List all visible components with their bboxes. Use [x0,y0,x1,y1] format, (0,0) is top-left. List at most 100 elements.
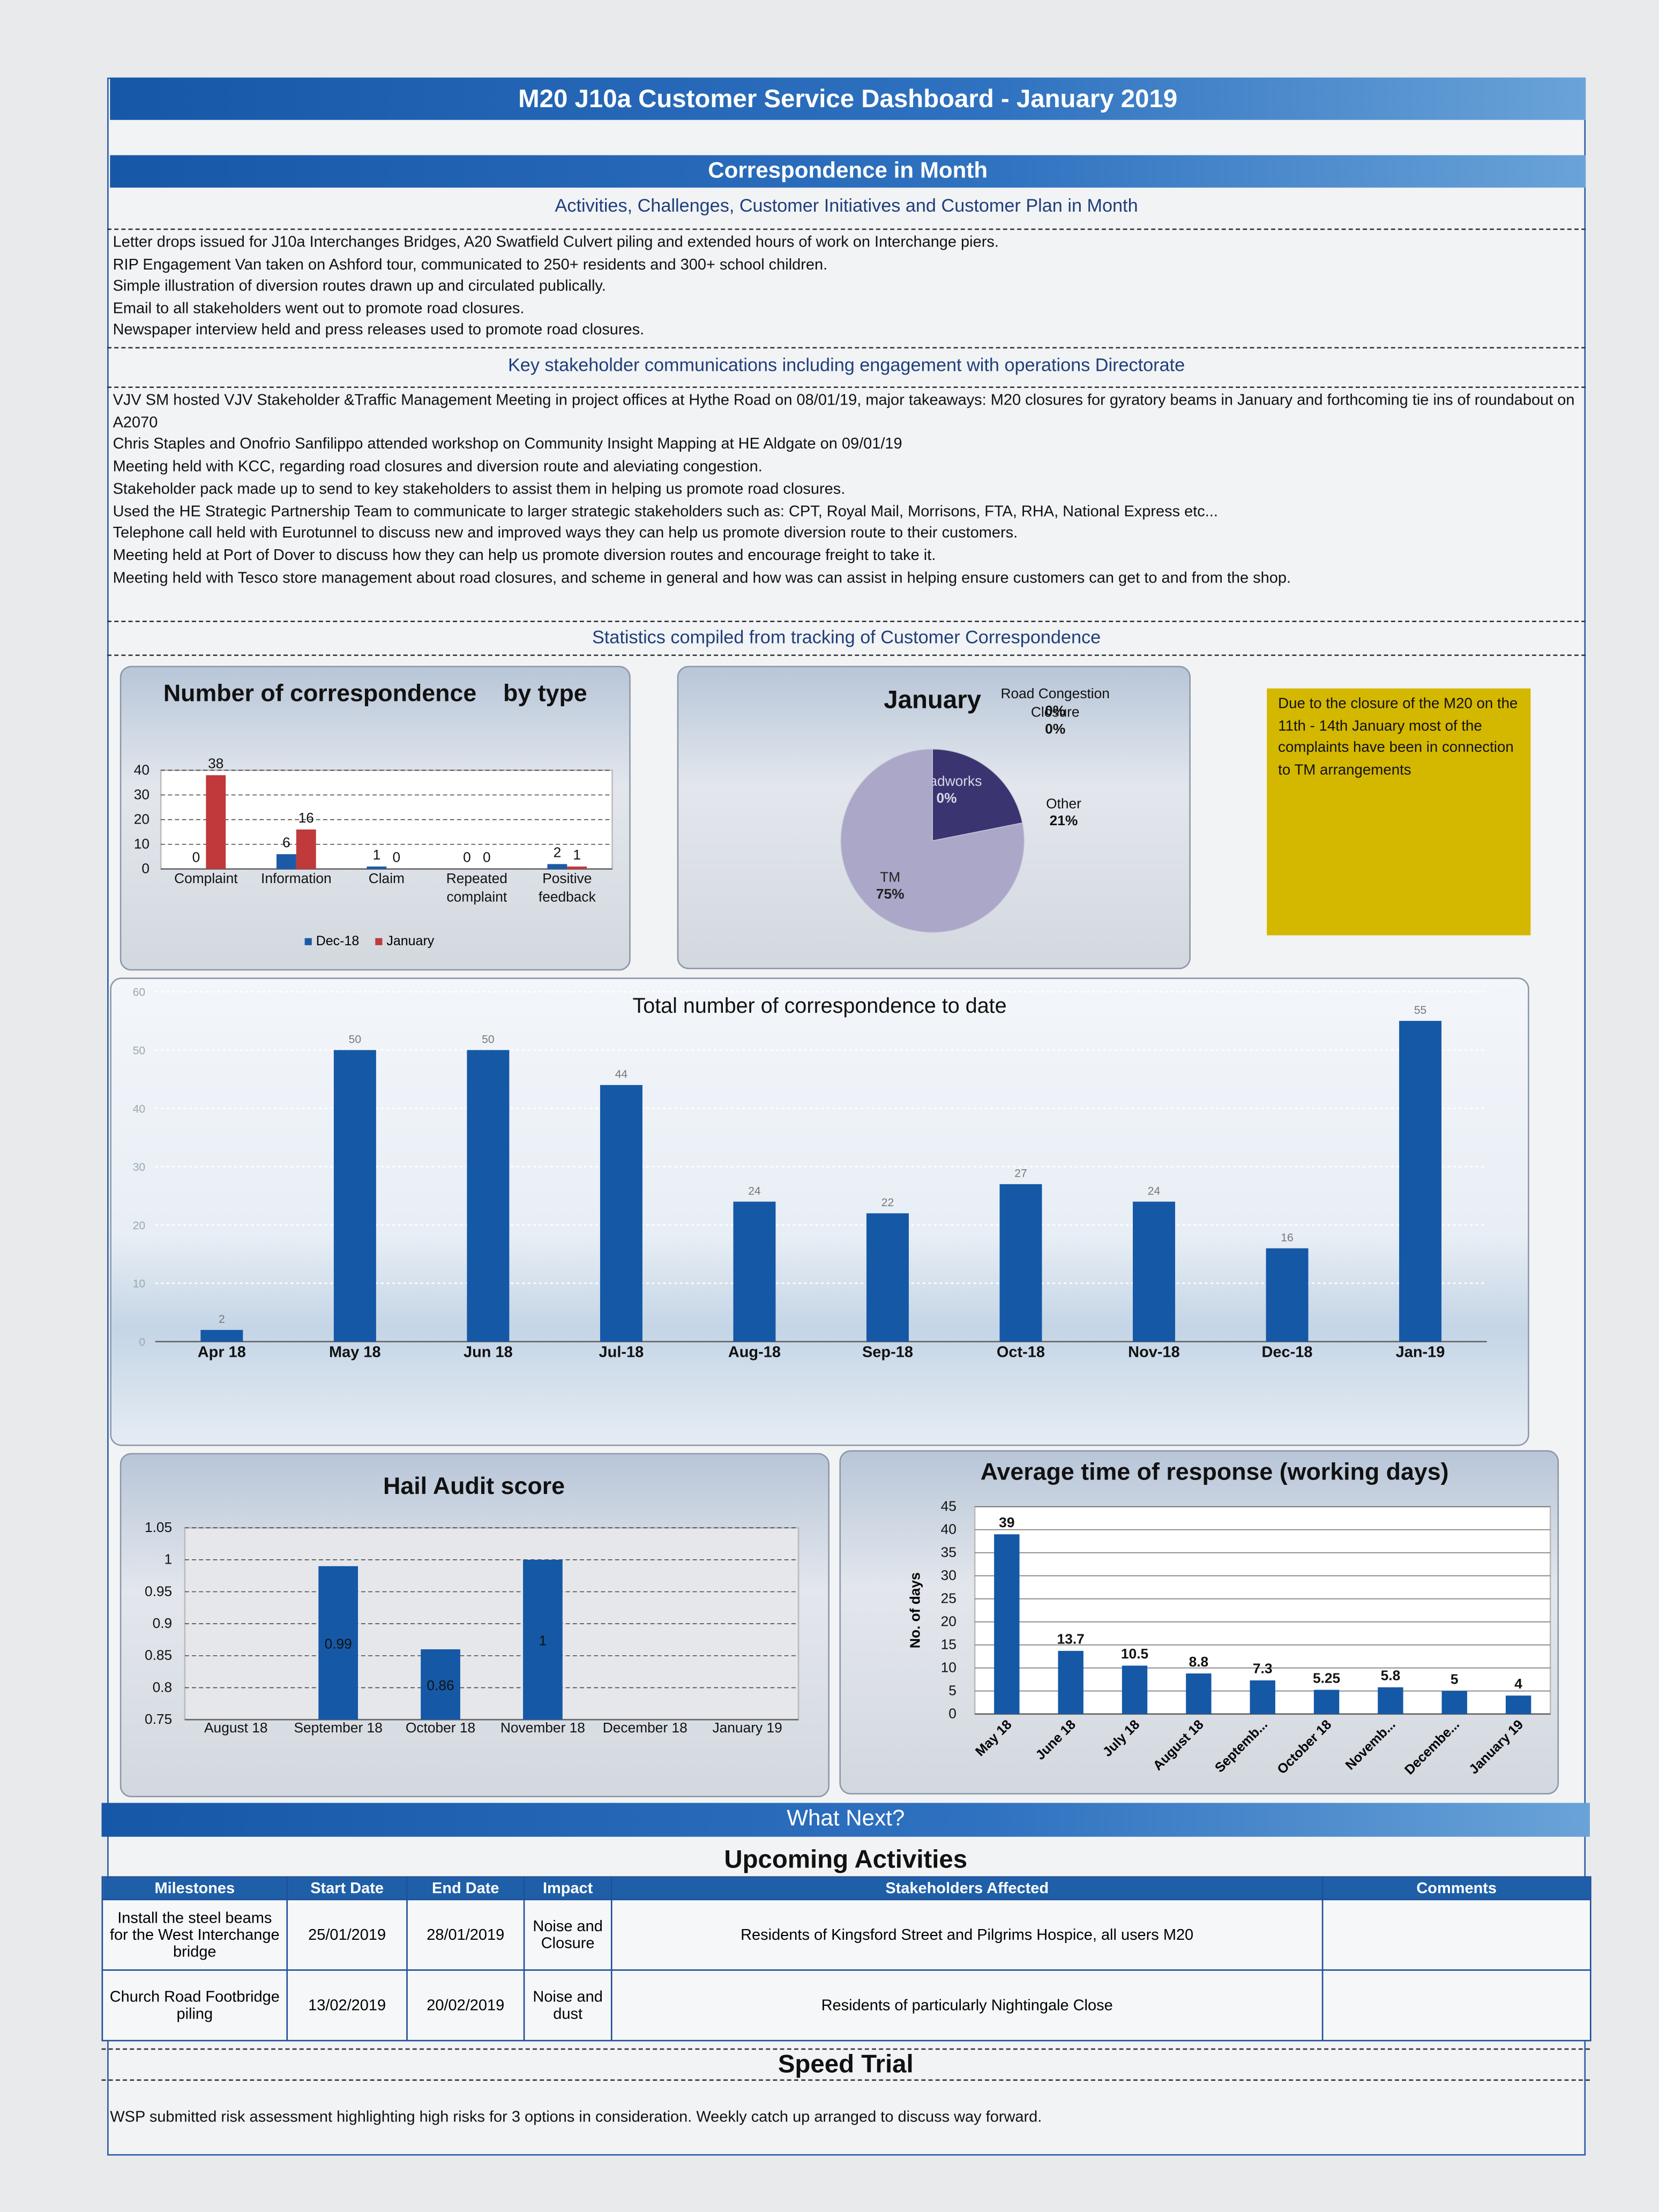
y-tick-label: 15 [941,1636,956,1653]
x-tick-label: Jan-19 [1395,1344,1445,1362]
data-label: 0 [392,849,400,865]
list-item: VJV SM hosted VJV Stakeholder &Traffic M… [113,392,1575,431]
x-tick-label: Claim [368,871,405,887]
x-tick-label: Claim [368,871,405,887]
y-tick-label: 0 [141,861,150,877]
pie-value: 0% [1045,704,1066,720]
column-header: Start Date [286,1876,408,1901]
y-tick-label: 10 [134,836,150,852]
y-tick-label: 35 [941,1544,956,1560]
pie-value: 21% [1049,814,1078,829]
x-tick-label: Jun 18 [463,1344,513,1362]
data-label: 1 [573,847,581,863]
bar [547,864,567,869]
dashboard-title: M20 J10a Customer Service Dashboard - Ja… [110,77,1586,120]
bar [1186,1673,1212,1714]
column-header: Milestones [101,1876,288,1901]
list-item: Meeting held with Tesco store management… [113,569,1291,587]
bar [1505,1695,1531,1714]
chart-panel: Number of correspondence by type 0 10 20 30 4… [119,666,631,971]
x-tick-label: Complaint [174,871,238,887]
empty-cell [1321,1969,1591,2042]
section-heading: Speed Trial [778,2050,914,2078]
data-label: 5.25 [1313,1670,1340,1686]
list-item: Meeting held with KCC, regarding road cl… [113,458,763,476]
column-header: Stakeholders Affected [610,1876,1324,1901]
y-tick-label: 45 [941,1498,956,1514]
divider [107,386,1586,388]
chart-title: Number of correspondence by type [163,679,587,707]
table-cell: Noise and dust [523,1969,612,2042]
pie-value: 0% [1045,722,1066,738]
bar [276,854,296,869]
x-tick-label: Positive feedback [538,871,596,906]
data-label: 5 [1451,1671,1459,1687]
y-tick-label: 1.05 [145,1519,172,1535]
bar [999,1184,1042,1342]
x-tick-label: Apr 18 [197,1344,246,1362]
data-label: 0 [463,849,471,865]
bar [866,1213,909,1342]
y-tick-label: 10 [941,1660,956,1676]
chart: January Road Congestion0%Closure0%Other21… [840,685,1119,933]
chart-title: Number of correspondence by type [163,679,587,707]
chart-panel: January Road Congestion 0% Closure 0% Other 21… [677,666,1191,969]
y-tick-label: 60 [133,987,145,999]
bar [994,1534,1020,1714]
x-tick-label: Apr 18 [197,1344,246,1362]
data-label: 22 [881,1197,894,1209]
table-cell: Residents of particularly Nightingale Cl… [610,1969,1324,2042]
x-tick-label: Jan-19 [1395,1344,1445,1362]
y-tick-label: 30 [133,1161,145,1174]
y-tick-label: 0.95 [145,1583,172,1599]
y-tick-label: 50 [133,1044,145,1057]
x-tick-label: Information [260,871,332,887]
list-item: Email to all stakeholders went out to pr… [113,300,525,317]
bar [567,866,587,869]
x-tick-label: September 18 [294,1721,382,1737]
x-tick-label: Dec-18 [1261,1344,1313,1362]
x-tick-label: December 18 [603,1721,687,1737]
bar [733,1201,776,1342]
chart: Average time of response (working days) 0… [907,1459,1551,1777]
bar [1399,1021,1442,1342]
x-tick-label: August 18 [1150,1717,1206,1773]
column-header: End Date [406,1876,525,1901]
list-item: RIP Engagement Van taken on Ashford tour… [113,256,828,273]
y-tick-label: 30 [134,786,150,802]
table-header: Milestones Start Date End Date Impact Stakeh… [101,1876,1591,1901]
section-heading: Key stakeholder communications including… [507,354,1185,376]
chart-panel: Total number of correspondence to date 0 1… [110,977,1529,1446]
x-tick-label: Jun 18 [463,1344,513,1362]
bar [318,1566,358,1720]
x-tick-label: July 18 [1100,1717,1143,1760]
y-tick-label: 40 [941,1521,956,1537]
pie-category: TM [880,870,901,886]
divider [107,621,1586,622]
data-label: 39 [999,1514,1014,1530]
x-tick-label: June 18 [1033,1717,1079,1763]
x-tick-label: Complaint [174,871,238,887]
data-label: 13.7 [1057,1631,1085,1647]
x-tick-label: Jul-18 [599,1344,644,1362]
list-item: Stakeholder pack made up to send to key … [113,481,846,498]
pie-value: 75% [876,887,905,903]
table-body: Install the steel beams for the West Int… [101,1899,1591,2042]
divider [107,347,1586,349]
y-tick-label: 40 [133,1103,145,1115]
table-cell: Church Road Footbridge piling [101,1969,288,2042]
x-tick-label: Nov-18 [1128,1344,1180,1362]
legend-swatch [375,938,383,945]
speed-trial-text: WSP submitted risk assessment highlighti… [110,2109,1042,2126]
bar [1378,1687,1403,1714]
section-heading: Upcoming Activities [724,1845,968,1874]
data-label: 50 [482,1033,494,1045]
x-tick-label: Sep-18 [862,1344,913,1362]
legend-swatch [304,938,312,945]
bar [206,775,226,869]
chart: Hail Audit score 0.75 0.8 0.85 0.9 0.95 1 1.05 A… [145,1473,799,1737]
